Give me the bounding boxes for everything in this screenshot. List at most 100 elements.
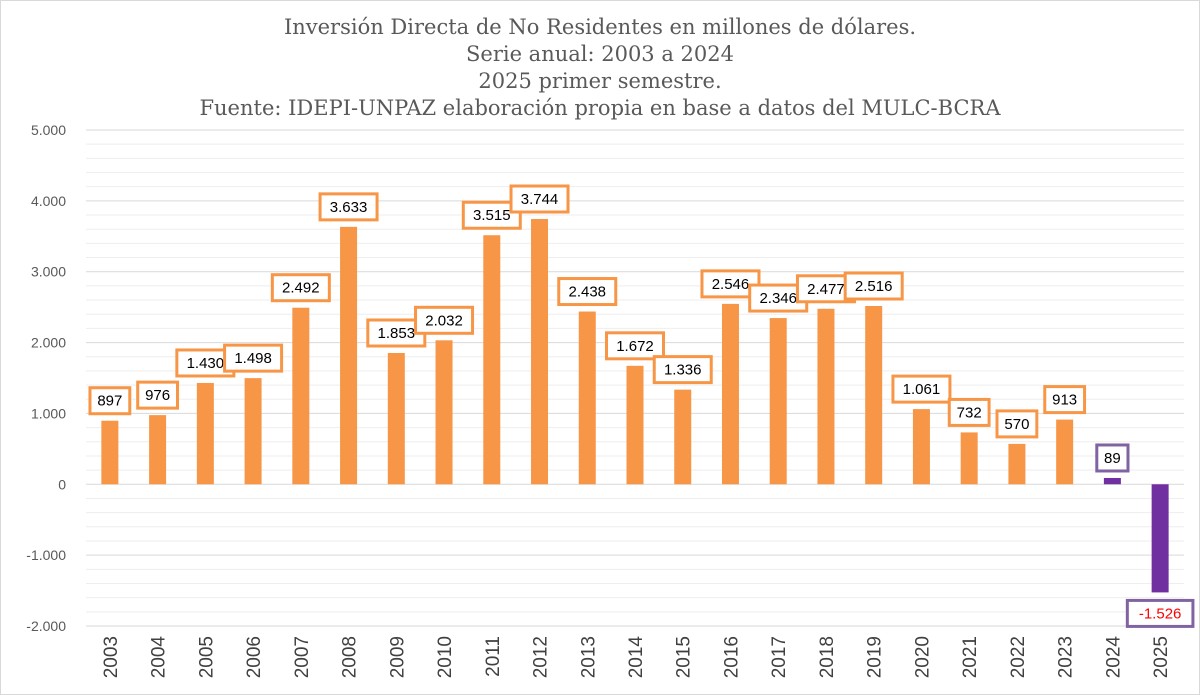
data-label-box-2008: [318, 192, 379, 222]
data-label-2012: 3.744: [521, 191, 559, 208]
x-tick-label-2025: 2025: [1151, 636, 1172, 678]
data-label-box-2024: [1095, 443, 1130, 473]
bar-2015: [674, 389, 692, 485]
x-tick-label-2005: 2005: [196, 636, 217, 678]
bar-2009: [387, 352, 405, 485]
data-label-2023: 913: [1052, 392, 1077, 409]
y-tick-label: 1.000: [31, 405, 66, 421]
x-tick-label-2022: 2022: [1008, 636, 1029, 678]
data-label-2003: 897: [97, 393, 122, 410]
x-tick-label-2021: 2021: [960, 636, 981, 678]
data-label-2020: 1.061: [903, 381, 941, 398]
data-label-2011: 3.515: [473, 207, 511, 224]
data-label-box-2012: [509, 184, 570, 214]
x-tick-label-2023: 2023: [1056, 636, 1077, 678]
bar-2025: [1151, 484, 1169, 593]
title-line-2: Serie anual: 2003 a 2024: [466, 42, 734, 66]
bar-2003: [101, 420, 119, 485]
bar-2006: [244, 378, 262, 485]
bar-2017: [769, 318, 787, 485]
bar-2021: [960, 432, 978, 485]
y-tick-label: 0: [58, 476, 66, 492]
data-label-2021: 732: [957, 404, 982, 421]
title-line-3: 2025 primer semestre.: [478, 69, 722, 93]
x-tick-label-2013: 2013: [578, 636, 599, 678]
data-label-box-2025: [1125, 598, 1195, 628]
data-label-box-2003: [88, 386, 132, 416]
bar-2020: [912, 409, 930, 485]
data-label-2024: 89: [1104, 450, 1121, 467]
x-tick-label-2018: 2018: [817, 636, 838, 678]
x-tick-label-2016: 2016: [721, 636, 742, 678]
x-tick-label-2007: 2007: [292, 636, 313, 678]
y-tick-label: -2.000: [26, 618, 66, 634]
bar-2007: [292, 307, 310, 485]
x-tick-label-2017: 2017: [769, 636, 790, 678]
x-tick-label-2012: 2012: [531, 636, 552, 678]
x-tick-label-2003: 2003: [101, 636, 122, 678]
data-label-box-2006: [223, 343, 284, 373]
x-tick-label-2024: 2024: [1103, 636, 1124, 679]
data-label-box-2023: [1043, 385, 1087, 415]
bar-2008: [340, 226, 358, 485]
data-label-2019: 2.516: [855, 278, 893, 295]
x-tick-label-2010: 2010: [435, 636, 456, 678]
data-label-box-2010: [414, 305, 475, 335]
data-label-box-2019: [843, 271, 904, 301]
x-tick-label-2006: 2006: [244, 636, 265, 678]
data-label-2008: 3.633: [330, 199, 368, 216]
data-label-box-2013: [557, 277, 618, 307]
data-label-2013: 2.438: [568, 284, 606, 301]
bar-2022: [1008, 443, 1026, 485]
title-line-1: Inversión Directa de No Residentes en mi…: [283, 15, 917, 39]
x-tick-label-2014: 2014: [626, 636, 647, 679]
bar-2005: [196, 382, 214, 485]
data-label-2007: 2.492: [282, 280, 320, 297]
data-label-2015: 1.336: [664, 362, 702, 379]
data-label-2004: 976: [145, 387, 170, 404]
y-tick-label: 3.000: [31, 264, 66, 280]
bar-2016: [721, 303, 739, 485]
data-label-2025: -1.526: [1139, 605, 1182, 622]
y-tick-label: 4.000: [31, 193, 66, 209]
data-label-box-2004: [136, 380, 180, 410]
data-label-box-2020: [891, 374, 952, 404]
bar-2010: [435, 340, 453, 485]
data-label-box-2022: [995, 409, 1039, 439]
bar-2014: [626, 365, 644, 485]
chart-title: Inversión Directa de No Residentes en mi…: [0, 14, 1200, 122]
x-tick-label-2020: 2020: [912, 636, 933, 678]
y-tick-label: -1.000: [26, 547, 66, 563]
data-label-2016: 2.546: [712, 276, 750, 293]
bar-2019: [865, 306, 883, 485]
data-label-box-2014: [605, 331, 665, 361]
bar-2011: [483, 235, 501, 485]
bar-2023: [1056, 419, 1074, 485]
data-label-2010: 2.032: [425, 312, 463, 329]
data-label-2005: 1.430: [187, 355, 225, 372]
x-tick-label-2019: 2019: [865, 636, 886, 678]
y-tick-label: 2.000: [31, 335, 66, 351]
x-tick-label-2009: 2009: [387, 636, 408, 678]
data-label-2009: 1.853: [378, 325, 416, 342]
data-label-2006: 1.498: [234, 350, 272, 367]
x-tick-label-2004: 2004: [149, 636, 170, 679]
bar-2018: [817, 308, 835, 485]
bar-2004: [149, 415, 167, 485]
bar-2024: [1103, 477, 1121, 485]
x-tick-label-2008: 2008: [340, 636, 361, 678]
bar-2012: [531, 218, 549, 485]
y-tick-label: 5.000: [31, 122, 66, 138]
data-label-2017: 2.346: [759, 290, 797, 307]
data-label-2022: 570: [1004, 416, 1029, 433]
data-label-2018: 2.477: [807, 281, 845, 298]
data-label-2014: 1.672: [616, 338, 654, 355]
bar-2013: [578, 311, 596, 485]
data-label-box-2021: [947, 397, 991, 427]
data-label-box-2007: [270, 273, 331, 303]
x-tick-label-2011: 2011: [483, 636, 504, 677]
title-line-4: Fuente: IDEPI-UNPAZ elaboración propia e…: [199, 96, 1001, 120]
x-tick-label-2015: 2015: [674, 636, 695, 678]
